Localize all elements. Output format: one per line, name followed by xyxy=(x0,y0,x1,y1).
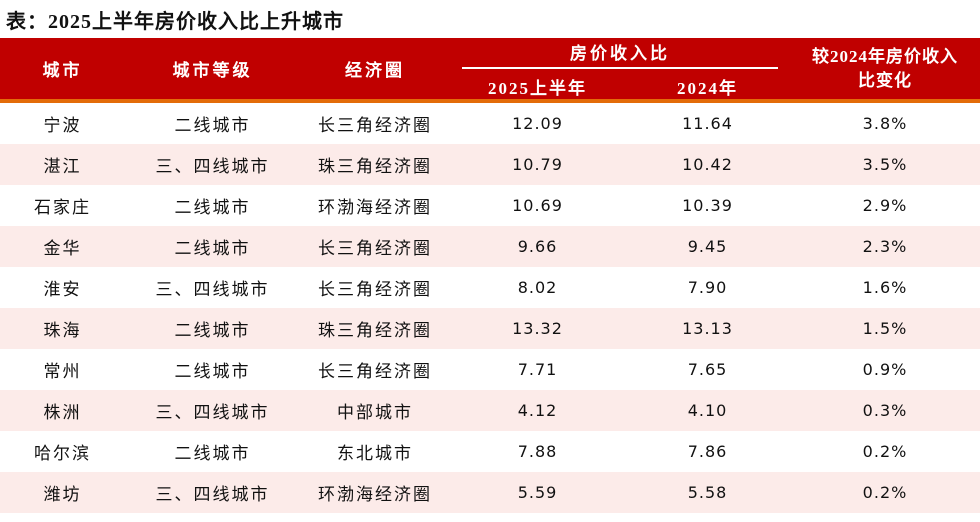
cell-tier: 三、四线城市 xyxy=(155,403,270,422)
cell-change: 0.3% xyxy=(862,401,908,420)
cell-region: 长三角经济圈 xyxy=(318,239,432,258)
cell-tier: 三、四线城市 xyxy=(155,280,270,299)
cell-city: 潍坊 xyxy=(43,485,82,504)
cell-ratio-2024: 7.90 xyxy=(687,278,728,297)
cell-city: 淮安 xyxy=(43,280,82,299)
cell-ratio-2025h1: 8.02 xyxy=(517,278,558,297)
cell-ratio-2025h1: 5.59 xyxy=(517,483,558,502)
cell-ratio-2024: 4.10 xyxy=(687,401,728,420)
col-header-tier: 城市等级 xyxy=(172,61,253,80)
cell-tier: 二线城市 xyxy=(174,239,251,258)
table-row: 湛江 三、四线城市 珠三角经济圈 10.79 10.42 3.5% xyxy=(0,144,980,185)
group-subheaders: 2025上半年 2024年 xyxy=(450,74,790,99)
table-row: 潍坊 三、四线城市 环渤海经济圈 5.59 5.58 0.2% xyxy=(0,472,980,513)
cell-ratio-2024: 5.58 xyxy=(687,483,728,502)
cell-tier: 二线城市 xyxy=(174,198,251,217)
cell-change: 1.6% xyxy=(862,278,908,297)
cell-change: 1.5% xyxy=(862,319,908,338)
cell-change: 0.9% xyxy=(862,360,908,379)
col-header-2024: 2024年 xyxy=(677,78,738,98)
table-body: 宁波 二线城市 长三角经济圈 12.09 11.64 3.8% 湛江 三、四线城… xyxy=(0,103,980,513)
cell-change: 3.8% xyxy=(862,114,908,133)
table-row: 珠海 二线城市 珠三角经济圈 13.32 13.13 1.5% xyxy=(0,308,980,349)
cell-region: 东北城市 xyxy=(337,444,413,463)
table-row: 株洲 三、四线城市 中部城市 4.12 4.10 0.3% xyxy=(0,390,980,431)
cell-region: 环渤海经济圈 xyxy=(318,198,432,217)
cell-ratio-2024: 7.86 xyxy=(687,442,728,461)
cell-city: 湛江 xyxy=(43,157,82,176)
cell-tier: 三、四线城市 xyxy=(155,157,270,176)
col-header-2025h1: 2025上半年 xyxy=(488,78,587,98)
col-header-change-label: 较2024年房价收入比变化 xyxy=(812,46,958,90)
cell-ratio-2025h1: 10.69 xyxy=(512,196,563,215)
cell-tier: 二线城市 xyxy=(174,321,251,340)
table-header: 城市 城市等级 经济圈 房价收入比 2025上半年 2024年 较2024年房价… xyxy=(0,38,980,103)
col-header-region: 经济圈 xyxy=(345,61,405,80)
table-row: 淮安 三、四线城市 长三角经济圈 8.02 7.90 1.6% xyxy=(0,267,980,308)
cell-change: 0.2% xyxy=(862,442,908,461)
cell-ratio-2025h1: 4.12 xyxy=(517,401,558,420)
cell-ratio-2024: 10.42 xyxy=(682,155,733,174)
cell-ratio-2025h1: 13.32 xyxy=(512,319,563,338)
cell-region: 长三角经济圈 xyxy=(318,362,432,381)
cell-region: 中部城市 xyxy=(337,403,413,422)
cell-city: 哈尔滨 xyxy=(34,444,91,463)
cell-city: 石家庄 xyxy=(34,198,91,217)
cell-ratio-2024: 10.39 xyxy=(682,196,733,215)
cell-ratio-2025h1: 9.66 xyxy=(517,237,558,256)
cell-tier: 三、四线城市 xyxy=(155,485,270,504)
group-header-label: 房价收入比 xyxy=(462,39,778,69)
cell-ratio-2024: 11.64 xyxy=(682,114,733,133)
cell-ratio-2025h1: 10.79 xyxy=(512,155,563,174)
cell-ratio-2025h1: 12.09 xyxy=(512,114,563,133)
cell-ratio-2024: 7.65 xyxy=(687,360,728,379)
cell-city: 金华 xyxy=(43,239,82,258)
cell-region: 环渤海经济圈 xyxy=(318,485,432,504)
cell-tier: 二线城市 xyxy=(174,116,251,135)
table-row: 常州 二线城市 长三角经济圈 7.71 7.65 0.9% xyxy=(0,349,980,390)
col-header-change: 较2024年房价收入比变化 xyxy=(790,38,980,99)
cell-change: 2.3% xyxy=(862,237,908,256)
cell-tier: 二线城市 xyxy=(174,444,251,463)
cell-change: 0.2% xyxy=(862,483,908,502)
col-header-city: 城市 xyxy=(42,61,83,80)
table-row: 哈尔滨 二线城市 东北城市 7.88 7.86 0.2% xyxy=(0,431,980,472)
cell-city: 常州 xyxy=(43,362,82,381)
table-row: 石家庄 二线城市 环渤海经济圈 10.69 10.39 2.9% xyxy=(0,185,980,226)
cell-region: 珠三角经济圈 xyxy=(318,321,432,340)
cell-region: 长三角经济圈 xyxy=(318,280,432,299)
table-row: 金华 二线城市 长三角经济圈 9.66 9.45 2.3% xyxy=(0,226,980,267)
cell-ratio-2025h1: 7.88 xyxy=(517,442,558,461)
cell-ratio-2025h1: 7.71 xyxy=(517,360,558,379)
cell-city: 宁波 xyxy=(43,116,82,135)
cell-change: 3.5% xyxy=(862,155,908,174)
cell-region: 长三角经济圈 xyxy=(318,116,432,135)
cell-city: 株洲 xyxy=(43,403,82,422)
cell-tier: 二线城市 xyxy=(174,362,251,381)
cell-ratio-2024: 13.13 xyxy=(682,319,733,338)
col-group-price-income-ratio: 房价收入比 2025上半年 2024年 xyxy=(450,38,790,99)
table-row: 宁波 二线城市 长三角经济圈 12.09 11.64 3.8% xyxy=(0,103,980,144)
cell-city: 珠海 xyxy=(43,321,82,340)
cell-change: 2.9% xyxy=(862,196,908,215)
cell-ratio-2024: 9.45 xyxy=(687,237,728,256)
table-title: 表：2025上半年房价收入比上升城市 xyxy=(6,10,344,33)
cell-region: 珠三角经济圈 xyxy=(318,157,432,176)
